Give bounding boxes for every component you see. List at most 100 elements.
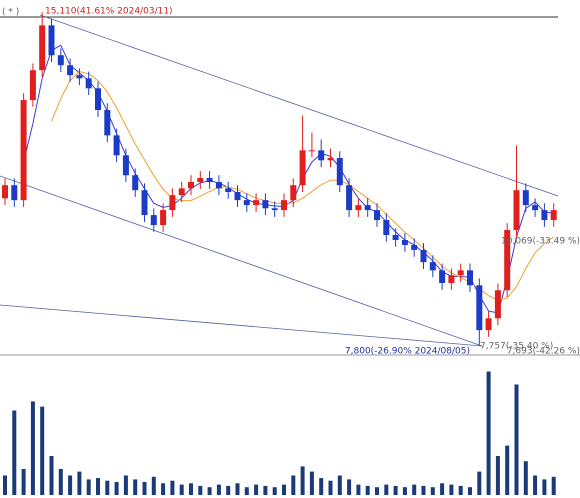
annotation: ( * ) [2, 8, 19, 18]
volume-bar [272, 487, 277, 495]
volume-bar [514, 384, 519, 495]
candle-body [522, 190, 529, 206]
volume-bar [133, 479, 138, 495]
candle-body [67, 65, 74, 76]
candle-body [11, 185, 18, 201]
candle-body [29, 70, 36, 101]
candle-body [355, 205, 362, 211]
candle-body [113, 135, 120, 156]
candle-body [150, 215, 157, 226]
volume-bar [542, 479, 547, 495]
volume-bar [384, 484, 389, 495]
candle-body [392, 235, 399, 240]
candle-body [299, 150, 306, 186]
moving-average [23, 44, 554, 314]
candle-body [178, 188, 185, 196]
candle-body [39, 25, 46, 71]
candle-body [318, 150, 325, 161]
candle-body [281, 200, 287, 211]
volume-bar [375, 487, 379, 495]
volume-bar [440, 483, 445, 495]
candle-body [95, 88, 101, 111]
volume-bar [505, 445, 510, 495]
volume-bar [189, 483, 193, 495]
candle-body [494, 290, 501, 319]
candle-body [215, 182, 222, 189]
volume-bar [337, 475, 342, 495]
volume-bar [30, 401, 35, 495]
volume-bar [40, 406, 45, 495]
volume-bar [393, 485, 398, 495]
trend-line [39, 14, 559, 197]
candle-body [401, 239, 408, 245]
candle-body [327, 158, 334, 161]
volume-bar [207, 487, 212, 495]
volume-bar [58, 469, 63, 495]
candle-body [550, 210, 557, 221]
volume-bar [49, 456, 54, 495]
candle-body [411, 244, 418, 250]
volume-bar [151, 476, 156, 495]
candle-body [225, 188, 232, 192]
volume-bar [551, 476, 556, 495]
candle-body [485, 318, 492, 331]
volume-bar [226, 485, 231, 495]
volume-bar [309, 471, 314, 495]
volume-bar [254, 484, 259, 495]
candle-body [132, 175, 139, 191]
candle-body [374, 210, 380, 221]
volume-bar [179, 484, 184, 495]
candle-body [85, 78, 92, 89]
candle-body [364, 205, 371, 211]
volume-bar [21, 469, 26, 495]
candle-body [141, 190, 148, 216]
volume-bar [142, 482, 147, 495]
candle-body [457, 270, 464, 276]
annotation: 10,069(-33.49 %) [501, 237, 580, 247]
annotation: 7,693(-42.26 %) [507, 347, 580, 357]
volume-bar [402, 487, 407, 495]
volume-bar [68, 475, 73, 495]
volume-bar [486, 371, 491, 495]
candle-body [429, 262, 436, 271]
volume-bar [421, 485, 426, 495]
candle-body [48, 25, 55, 56]
volume-bar [86, 479, 91, 495]
volume-bar [12, 410, 17, 495]
volume-bar [458, 485, 463, 495]
volume-bar [263, 485, 268, 495]
annotation: 7,800(-26.90% 2024/08/05) [345, 347, 470, 357]
candle-body [122, 155, 129, 176]
volume-bar [114, 482, 119, 495]
volume-bar [216, 484, 221, 495]
volume-bar [365, 485, 370, 495]
candle-body [253, 200, 260, 206]
volume-bar [105, 480, 110, 495]
candle-body [57, 55, 64, 66]
volume-bar [430, 487, 435, 495]
volume-bar [523, 461, 528, 495]
volume-bar [533, 475, 538, 495]
candle-body [169, 195, 176, 211]
candle-body [271, 208, 278, 211]
volume-bar [244, 487, 249, 495]
volume-bar [477, 471, 482, 495]
volume-bar [282, 484, 286, 495]
candle-body [541, 210, 548, 221]
candle-body [336, 158, 343, 186]
candle-body [290, 185, 297, 201]
candle-body [504, 230, 511, 291]
candle-body [513, 190, 520, 231]
trend-line [0, 304, 483, 347]
volume-bar [235, 483, 240, 495]
annotation: 15,110(41.61% 2024/03/11) [45, 7, 173, 17]
volume-bar [356, 484, 361, 495]
volume-bar [96, 478, 100, 495]
annotation: 7,757(-35.40 %) [480, 342, 553, 352]
volume-bar [170, 480, 175, 495]
volume-bar [77, 471, 82, 495]
volume-bar [161, 483, 166, 495]
candle-body [243, 200, 250, 206]
volume-bar [291, 475, 296, 495]
